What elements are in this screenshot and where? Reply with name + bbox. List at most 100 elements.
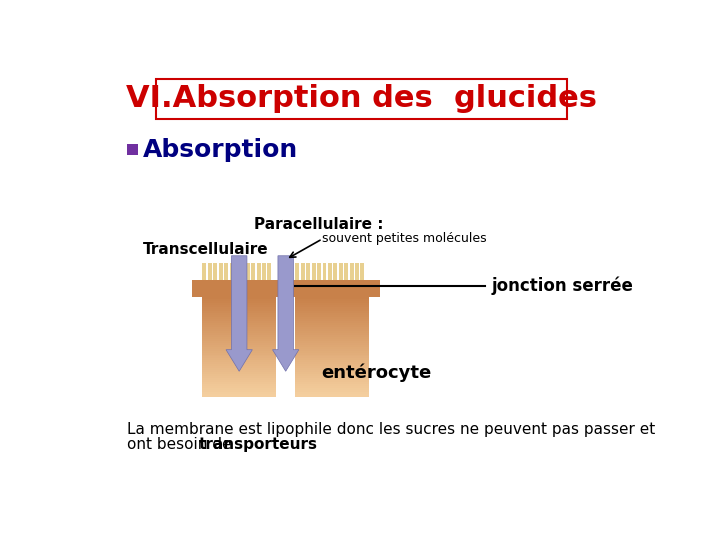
- Text: Transcellulaire: Transcellulaire: [143, 242, 269, 257]
- Bar: [127, 144, 138, 155]
- Bar: [295, 331, 369, 334]
- Bar: [202, 374, 276, 377]
- Bar: [295, 333, 369, 335]
- Bar: [202, 335, 276, 338]
- FancyArrow shape: [272, 256, 299, 372]
- Bar: [202, 388, 276, 391]
- Bar: [295, 325, 369, 328]
- Bar: [202, 343, 276, 346]
- Bar: [295, 349, 369, 352]
- Bar: [344, 264, 348, 280]
- Bar: [202, 341, 276, 343]
- Bar: [295, 343, 369, 346]
- Bar: [295, 327, 369, 329]
- Text: ont besoin de: ont besoin de: [127, 437, 237, 452]
- Bar: [295, 384, 369, 387]
- Bar: [202, 362, 276, 365]
- Bar: [230, 264, 233, 280]
- Bar: [295, 360, 369, 363]
- Text: VI.Absorption des  glucides: VI.Absorption des glucides: [126, 84, 597, 113]
- Text: Absorption: Absorption: [143, 138, 298, 162]
- Bar: [295, 364, 369, 367]
- Bar: [202, 390, 276, 393]
- Bar: [295, 386, 369, 389]
- Bar: [156, 79, 567, 119]
- Bar: [295, 356, 369, 359]
- Bar: [328, 264, 332, 280]
- Bar: [202, 264, 206, 280]
- Bar: [295, 350, 369, 353]
- Bar: [295, 390, 369, 393]
- Bar: [267, 264, 271, 280]
- Bar: [202, 370, 276, 373]
- Bar: [202, 339, 276, 341]
- Bar: [323, 264, 326, 280]
- Bar: [295, 335, 369, 338]
- Bar: [295, 339, 369, 341]
- Bar: [202, 350, 276, 353]
- Bar: [295, 337, 369, 340]
- Bar: [295, 309, 369, 312]
- Bar: [202, 301, 276, 304]
- Bar: [295, 307, 369, 310]
- Bar: [295, 359, 369, 361]
- Bar: [202, 345, 276, 347]
- Bar: [333, 264, 337, 280]
- Bar: [295, 299, 369, 302]
- Bar: [295, 380, 369, 383]
- Bar: [202, 307, 276, 310]
- Bar: [202, 325, 276, 328]
- Bar: [202, 347, 276, 349]
- Bar: [202, 337, 276, 340]
- Bar: [202, 299, 276, 302]
- Bar: [202, 364, 276, 367]
- Text: jonction serrée: jonction serrée: [492, 276, 634, 295]
- Bar: [295, 264, 300, 280]
- Bar: [295, 298, 369, 300]
- Bar: [295, 317, 369, 320]
- Bar: [219, 264, 222, 280]
- Bar: [295, 376, 369, 379]
- Bar: [295, 362, 369, 365]
- Text: Paracellulaire :: Paracellulaire :: [254, 218, 383, 232]
- Bar: [202, 380, 276, 383]
- Bar: [202, 329, 276, 332]
- Bar: [202, 372, 276, 375]
- Bar: [202, 303, 276, 306]
- Bar: [295, 370, 369, 373]
- Bar: [295, 372, 369, 375]
- Bar: [295, 394, 369, 397]
- Bar: [202, 356, 276, 359]
- Bar: [295, 368, 369, 371]
- Bar: [202, 378, 276, 381]
- Bar: [202, 394, 276, 397]
- Text: souvent petites molécules: souvent petites molécules: [323, 232, 487, 245]
- Bar: [295, 374, 369, 377]
- Bar: [202, 315, 276, 318]
- Bar: [202, 349, 276, 352]
- Text: La membrane est lipophile donc les sucres ne peuvent pas passer et: La membrane est lipophile donc les sucre…: [127, 422, 655, 437]
- Bar: [202, 327, 276, 329]
- Bar: [240, 264, 244, 280]
- Bar: [295, 382, 369, 385]
- Bar: [202, 309, 276, 312]
- Bar: [295, 319, 369, 322]
- Text: transporteurs: transporteurs: [199, 437, 318, 452]
- Bar: [251, 264, 255, 280]
- Bar: [208, 264, 212, 280]
- Bar: [350, 264, 354, 280]
- Bar: [202, 366, 276, 369]
- Bar: [295, 305, 369, 308]
- Bar: [295, 315, 369, 318]
- Bar: [295, 323, 369, 326]
- Bar: [295, 392, 369, 395]
- Bar: [202, 305, 276, 308]
- Bar: [202, 384, 276, 387]
- Text: entérocyte: entérocyte: [322, 363, 432, 382]
- Bar: [295, 378, 369, 381]
- Bar: [202, 311, 276, 314]
- Bar: [256, 264, 261, 280]
- Bar: [202, 382, 276, 385]
- Bar: [295, 366, 369, 369]
- Bar: [361, 264, 364, 280]
